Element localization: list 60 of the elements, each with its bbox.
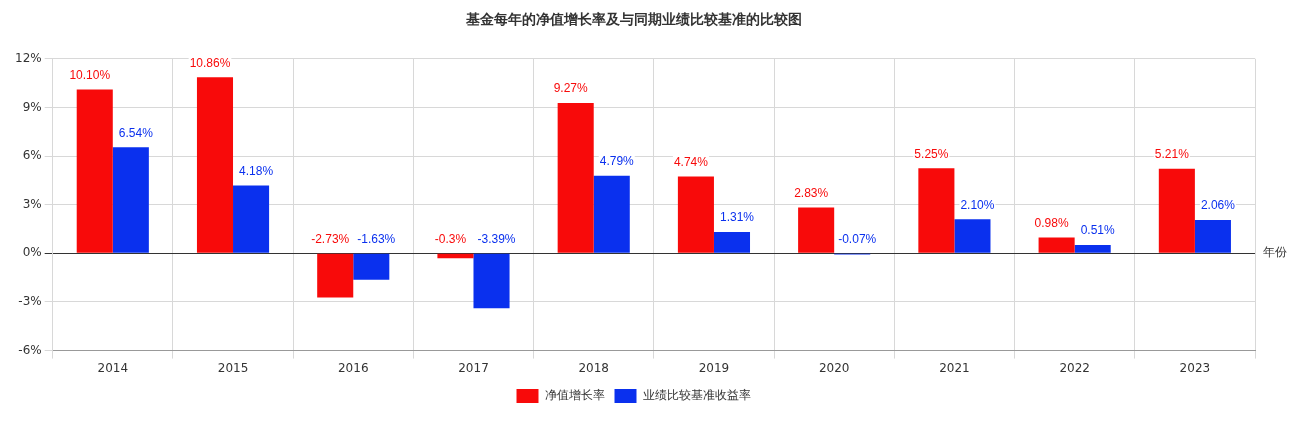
data-label: -2.73% [311, 232, 350, 247]
x-tick-label: 2021 [939, 360, 970, 375]
x-tick-label: 2020 [818, 360, 850, 375]
y-tick-label: 12% [15, 50, 42, 65]
data-label: 0.98% [1034, 215, 1069, 230]
y-tick-label: 9% [22, 99, 42, 114]
data-label: 1.31% [719, 210, 755, 225]
y-tick-label: -6% [18, 342, 42, 357]
data-label: -0.3% [434, 232, 467, 247]
data-label: 4.74% [673, 154, 709, 169]
x-tick-label: 2016 [337, 360, 369, 375]
bar [798, 207, 835, 253]
bar [918, 168, 955, 253]
bar [1074, 245, 1111, 253]
data-label: 2.83% [794, 185, 829, 200]
bar [677, 176, 714, 253]
legend-label: 净值增长率 [544, 388, 605, 403]
legend-label: 业绩比较基准收益率 [642, 388, 751, 403]
bar [437, 253, 474, 259]
data-label: -1.63% [357, 232, 396, 247]
y-tick-label: -3% [18, 294, 42, 309]
data-label: 9.27% [553, 81, 589, 96]
y-tick-label: 0% [22, 245, 42, 260]
x-tick-label: 2023 [1179, 360, 1211, 375]
bar [76, 89, 113, 253]
bar [1158, 168, 1195, 253]
bar [233, 185, 270, 253]
data-label: 10.86% [189, 55, 231, 70]
bar [473, 253, 510, 309]
x-tick-label: 2019 [698, 360, 730, 375]
data-label: -3.39% [477, 232, 516, 247]
x-tick-label: 2017 [458, 360, 489, 375]
bar [713, 232, 751, 253]
bar [1194, 219, 1231, 253]
bar [112, 147, 149, 253]
data-label: 10.10% [69, 67, 111, 82]
chart-title: 基金每年的净值增长率及与同期业绩比较基准的比较图 [464, 11, 802, 28]
x-tick-label: 2018 [578, 360, 609, 375]
data-label: 2.10% [960, 197, 995, 212]
data-label: 6.54% [118, 125, 154, 140]
data-label: 0.51% [1080, 223, 1116, 238]
data-label: 4.79% [599, 153, 635, 168]
y-tick-label: 3% [22, 196, 42, 211]
y-tick-label: 6% [22, 148, 42, 163]
x-axis-title: 年份 [1263, 245, 1287, 260]
data-label: 2.06% [1200, 198, 1236, 213]
x-tick-label: 2014 [97, 360, 129, 375]
x-tick-label: 2015 [217, 360, 249, 375]
x-tick-label: 2022 [1059, 360, 1090, 375]
data-label: 5.21% [1154, 147, 1190, 162]
data-label: 4.18% [239, 163, 274, 178]
bar [317, 253, 354, 298]
bar [1038, 237, 1075, 253]
bar [353, 253, 390, 280]
data-label: -0.07% [838, 232, 877, 247]
bar [954, 219, 991, 253]
data-label: 5.25% [914, 146, 949, 161]
bar [593, 175, 630, 253]
bar [196, 77, 234, 253]
bar [557, 103, 594, 253]
